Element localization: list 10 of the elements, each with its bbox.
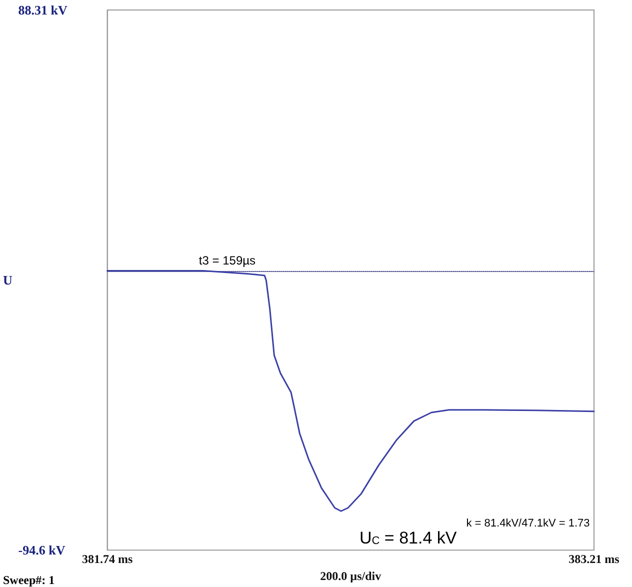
- annotation: t3 = 159µs: [198, 254, 256, 268]
- annotation: k = 81.4kV/47.1kV = 1.73: [466, 518, 590, 530]
- y-tick-label: 88.31 kV: [18, 2, 68, 18]
- x-tick-label: 381.74 ms: [82, 552, 133, 566]
- text: Sweep#: 1: [3, 573, 55, 587]
- annotation: UC = 81.4 kV: [359, 528, 458, 548]
- y-tick-label: -94.6 kV: [18, 542, 66, 558]
- x-axis-title: 200.0 µs/div: [320, 569, 382, 583]
- y-axis-title: U: [3, 272, 13, 288]
- x-tick-label: 383.21 ms: [568, 552, 620, 566]
